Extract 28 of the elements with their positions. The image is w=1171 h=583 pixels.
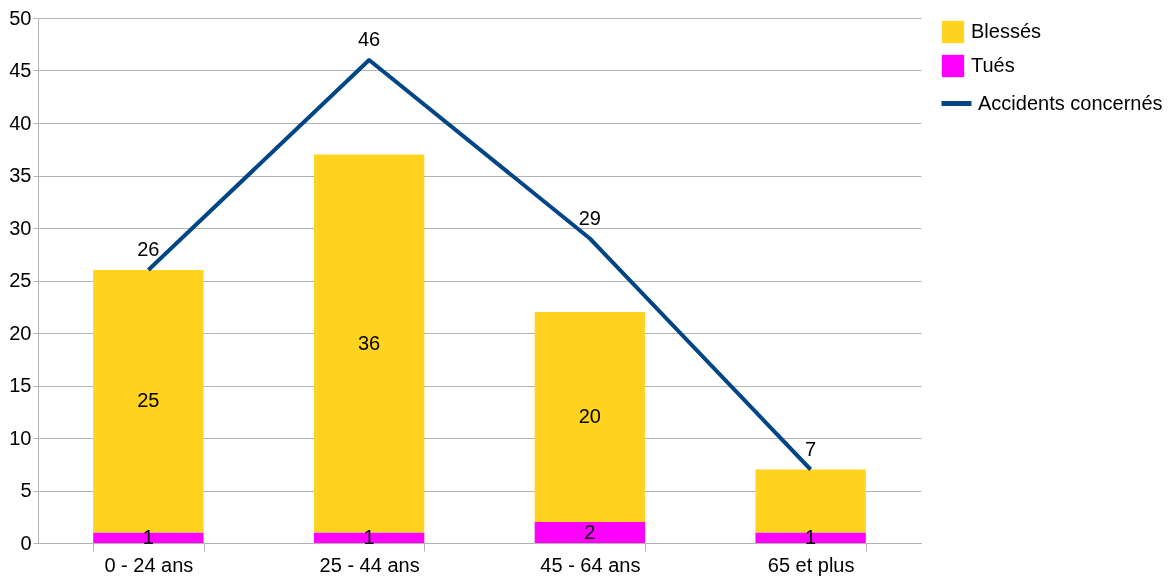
data-label: 36	[358, 331, 381, 354]
x-tick-label: 25 - 44 ans	[319, 553, 420, 576]
x-tick-label: 45 - 64 ans	[540, 553, 641, 576]
y-tick-label: 20	[9, 321, 32, 344]
x-tick-label: 65 et plus	[767, 553, 855, 576]
x-tick-label: 0 - 24 ans	[104, 553, 194, 576]
data-label: 20	[578, 405, 601, 427]
bar	[534, 312, 646, 522]
data-label: 2	[584, 520, 596, 543]
y-tick-label: 40	[9, 111, 32, 134]
data-label: 46	[358, 28, 381, 50]
data-label: 7	[805, 437, 817, 460]
y-tick-label: 50	[9, 6, 32, 29]
y-tick-label: 25	[9, 269, 32, 291]
y-tick-label: 35	[9, 164, 32, 186]
y-tick-label: 0	[20, 531, 32, 554]
legend-label: Accidents concernés	[978, 91, 1163, 114]
y-tick-label: 45	[9, 59, 32, 81]
y-tick-label: 30	[9, 216, 32, 239]
legend-label: Tués	[971, 54, 1015, 76]
y-tick-label: 5	[20, 479, 32, 501]
y-tick-label: 10	[9, 426, 32, 449]
legend-label: Blessés	[971, 20, 1042, 42]
bar	[534, 522, 646, 543]
y-tick-label: 15	[9, 374, 32, 396]
data-label: 29	[578, 206, 601, 229]
data-label: 26	[137, 238, 160, 260]
data-label: 25	[137, 389, 160, 412]
